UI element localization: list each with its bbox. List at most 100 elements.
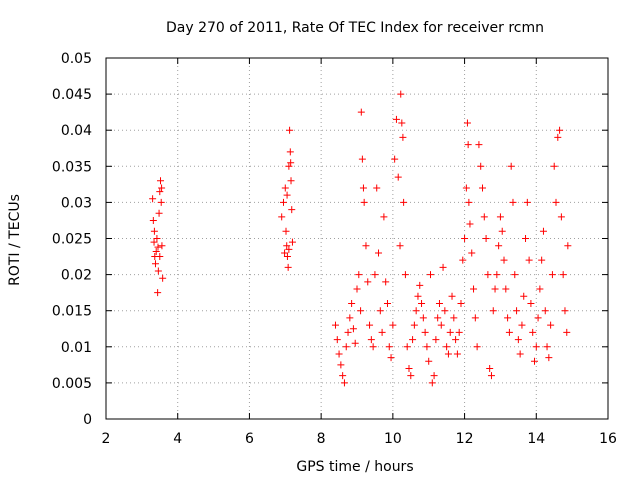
x-tick-label: 10 (384, 431, 402, 447)
y-tick-label: 0.015 (52, 304, 92, 320)
data-point (500, 256, 508, 264)
data-point (357, 108, 365, 116)
data-point (459, 256, 467, 264)
data-point (378, 328, 386, 336)
data-point (150, 227, 158, 235)
data-point (563, 328, 571, 336)
data-point (407, 372, 415, 380)
data-point (285, 245, 293, 253)
data-point (416, 281, 424, 289)
x-tick-label: 8 (317, 431, 326, 447)
data-point (520, 292, 528, 300)
data-point (359, 184, 367, 192)
data-point (518, 321, 526, 329)
data-point (432, 336, 440, 344)
data-point (434, 314, 442, 322)
data-point (153, 235, 161, 242)
data-point (376, 307, 384, 315)
data-point (410, 321, 418, 329)
data-point (504, 314, 512, 322)
data-point (281, 249, 289, 257)
data-point (287, 177, 295, 185)
data-point (156, 188, 164, 196)
x-tick-label: 12 (456, 431, 474, 447)
data-point (496, 213, 504, 221)
data-point (371, 271, 379, 279)
data-point (339, 372, 347, 380)
data-point (285, 162, 293, 170)
data-point (389, 321, 397, 329)
data-point (448, 292, 456, 300)
data-point (556, 126, 564, 134)
y-axis-label: ROTI / TECUs (7, 194, 23, 286)
data-point (392, 115, 400, 123)
data-point (552, 198, 560, 206)
data-point (399, 133, 407, 141)
data-point (437, 321, 445, 329)
data-point (284, 263, 292, 271)
chart-title: Day 270 of 2011, Rate Of TEC Index for r… (166, 20, 544, 36)
grid-lines (106, 58, 608, 419)
data-point (340, 379, 348, 387)
data-point (394, 173, 402, 181)
data-point (534, 314, 542, 322)
data-point (523, 198, 531, 206)
data-point (414, 292, 422, 300)
data-point (419, 314, 427, 322)
data-point (349, 325, 357, 333)
data-point (412, 307, 420, 315)
data-point (156, 253, 164, 261)
data-point (513, 307, 521, 315)
data-point (548, 271, 556, 279)
data-point (561, 307, 569, 315)
y-tick-label: 0.035 (52, 159, 92, 175)
y-tick-label: 0.03 (61, 195, 92, 211)
data-point (480, 213, 488, 221)
y-tick-label: 0.025 (52, 232, 92, 248)
data-point (398, 119, 406, 127)
data-point (282, 227, 290, 235)
data-point (346, 314, 354, 322)
data-point (355, 271, 363, 279)
data-point (473, 343, 481, 351)
data-point (527, 299, 535, 307)
y-tick-label: 0 (83, 412, 92, 428)
data-point (541, 307, 549, 315)
data-point (443, 343, 451, 351)
data-point (281, 184, 289, 192)
data-point (452, 336, 460, 344)
data-point (509, 198, 517, 206)
data-point (357, 307, 365, 315)
data-point (385, 343, 393, 351)
data-point (401, 271, 409, 279)
data-point (430, 372, 438, 380)
data-point (471, 314, 479, 322)
data-point (391, 155, 399, 163)
plot-frame (105, 57, 609, 420)
data-point (464, 141, 472, 149)
data-point (286, 126, 294, 134)
y-tick-label: 0.02 (61, 268, 92, 284)
y-tick-label: 0.01 (61, 340, 92, 356)
x-tick-label: 16 (599, 431, 617, 447)
data-point (427, 271, 435, 279)
data-point (351, 339, 359, 347)
data-point (154, 289, 162, 297)
data-point (462, 184, 470, 192)
data-point (536, 285, 544, 293)
data-point (516, 350, 524, 358)
data-point (369, 343, 377, 351)
data-points (149, 90, 572, 387)
data-point (441, 307, 449, 315)
data-point (287, 159, 295, 167)
data-point (493, 271, 501, 279)
data-point (522, 235, 530, 242)
data-point (543, 343, 551, 351)
data-point (367, 336, 375, 344)
data-point (457, 299, 465, 307)
data-point (331, 321, 339, 329)
data-point (446, 328, 454, 336)
y-tick-label: 0.04 (61, 123, 92, 139)
x-tick-label: 4 (173, 431, 182, 447)
